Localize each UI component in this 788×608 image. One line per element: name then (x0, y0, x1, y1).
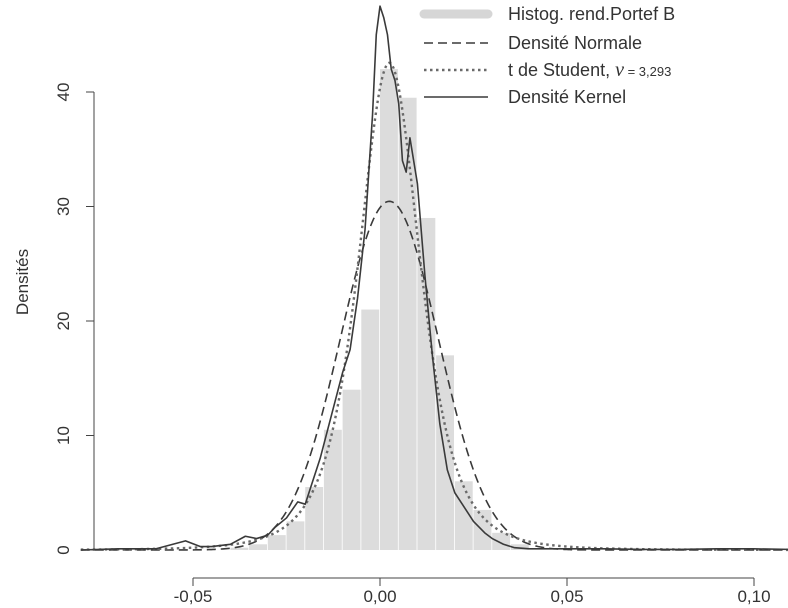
legend-label-kernel: Densité Kernel (508, 87, 626, 107)
histogram-bar (249, 544, 267, 550)
histogram-bars (230, 69, 529, 550)
axes: -0,05 0,00 0,05 0,10 0 10 20 30 40 Densités (13, 83, 771, 606)
histogram-bar (342, 389, 361, 550)
x-tick-label: 0,05 (550, 587, 583, 606)
y-tick-label: 0 (54, 545, 73, 554)
legend-label-normal: Densité Normale (508, 33, 642, 53)
y-tick-label: 40 (54, 83, 73, 102)
legend-student-nu-value: = 3,293 (624, 64, 671, 79)
legend-student-prefix: t de Student, (508, 60, 615, 80)
legend-label-histogram: Histog. rend.Portef B (508, 4, 675, 24)
histogram-bar (267, 535, 286, 550)
x-tick-label: 0,10 (737, 587, 770, 606)
density-curves (80, 5, 788, 552)
legend-student-nu-symbol: ν (615, 59, 624, 81)
histogram-bar (323, 429, 342, 550)
normal-density-curve (80, 200, 788, 551)
x-tick-label: 0,00 (363, 587, 396, 606)
y-tick-label: 20 (54, 312, 73, 331)
histogram-bar (510, 544, 529, 550)
histogram-bar (361, 309, 380, 550)
legend-label-student: t de Student, ν = 3,293 (508, 59, 671, 81)
histogram-bar (286, 521, 305, 550)
x-tick-label: -0,05 (174, 587, 213, 606)
histogram-bar (380, 69, 398, 550)
histogram-bar (230, 547, 249, 550)
histogram-bar (417, 217, 436, 550)
kernel-density-curve (80, 5, 788, 551)
y-tick-label: 30 (54, 197, 73, 216)
y-tick-label: 10 (54, 426, 73, 445)
histogram-bar (398, 97, 417, 550)
legend: Histog. rend.Portef B Densité Normale t de… (419, 4, 675, 107)
y-axis-title: Densités (13, 249, 32, 315)
histogram-bar (305, 487, 324, 550)
